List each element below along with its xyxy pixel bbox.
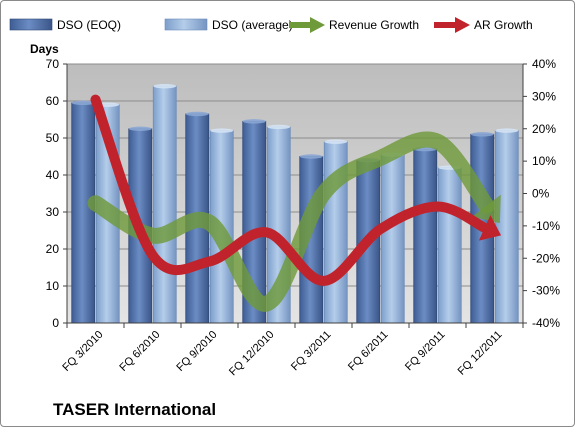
legend: DSO (EOQ) DSO (average) Revenue Growth A… <box>9 17 533 33</box>
category-tick-labels: FQ 3/2010 FQ 6/2010 FQ 9/2010 FQ 12/2010 FQ … <box>60 329 504 379</box>
category-label: FQ 9/2010 <box>174 329 219 374</box>
y-tick-label: 70 <box>46 57 60 71</box>
line-ar-growth <box>90 94 490 286</box>
bar-top-cap <box>210 128 234 133</box>
bar-top-cap <box>299 154 323 159</box>
category-label: FQ 12/2010 <box>227 329 277 379</box>
y2-tick-label: 20% <box>532 122 556 136</box>
y-tick-label: 50 <box>46 131 60 145</box>
company-name: TASER International <box>53 400 216 419</box>
legend-label-dso-eoq: DSO (EOQ) <box>57 18 121 32</box>
legend-arrow-ar-growth <box>434 17 470 33</box>
y-tick-label: 10 <box>46 279 60 293</box>
growth-lines <box>87 94 502 312</box>
y-tick-label: 40 <box>46 168 60 182</box>
y2-tick-label: -40% <box>532 316 560 330</box>
category-label: FQ 12/2011 <box>456 329 505 378</box>
bar-top-cap <box>242 119 266 124</box>
right-axis-tick-labels: -40% -30% -20% -10% 0% 10% 20% 30% 40% <box>523 57 560 330</box>
y-tick-label: 30 <box>46 205 60 219</box>
legend-swatch-dso-eoq <box>9 18 53 31</box>
y-tick-label: 20 <box>46 242 60 256</box>
y2-tick-label: 10% <box>532 154 556 168</box>
left-axis-tick-labels: 0 10 20 30 40 50 60 70 <box>46 57 67 330</box>
bar-top-cap <box>71 100 95 106</box>
bar-top-cap <box>324 139 348 144</box>
legend-swatch-dso-average <box>164 18 208 31</box>
y2-tick-label: -20% <box>532 251 560 265</box>
y2-tick-label: 30% <box>532 89 556 103</box>
y2-tick-label: 40% <box>532 57 556 71</box>
legend-label-revenue-growth: Revenue Growth <box>329 18 419 32</box>
category-label: FQ 3/2010 <box>60 329 105 374</box>
category-label: FQ 6/2010 <box>117 329 162 374</box>
arrowhead-revenue-growth <box>472 194 501 224</box>
legend-arrow-revenue-growth <box>289 17 325 33</box>
bar-top-cap <box>153 84 177 89</box>
bar-top-cap <box>185 111 209 117</box>
bar-dso-average <box>152 85 177 324</box>
bar-dso-eoq <box>71 102 96 324</box>
arrowhead-ar-growth <box>478 215 502 241</box>
bar-dso-average <box>380 154 405 324</box>
y-tick-label: 0 <box>52 316 59 330</box>
category-label: FQ 6/2011 <box>346 329 391 374</box>
bar-top-cap <box>267 124 291 130</box>
bar-dso-average <box>437 167 462 324</box>
legend-label-ar-growth: AR Growth <box>474 18 533 32</box>
y-tick-label: 60 <box>46 94 60 108</box>
category-label: FQ 3/2011 <box>289 329 334 374</box>
y2-tick-label: 0% <box>532 187 550 201</box>
legend-label-dso-average: DSO (average) <box>212 18 293 32</box>
bar-dso-average <box>494 130 519 324</box>
category-label: FQ 9/2011 <box>403 329 448 374</box>
bar-top-cap <box>128 126 152 131</box>
bar-top-cap <box>470 132 494 137</box>
y-axis-label: Days <box>30 42 59 56</box>
bar-top-cap <box>495 128 519 133</box>
bar-dso-eoq <box>413 148 438 324</box>
y2-tick-label: -30% <box>532 284 560 298</box>
y2-tick-label: -10% <box>532 219 560 233</box>
